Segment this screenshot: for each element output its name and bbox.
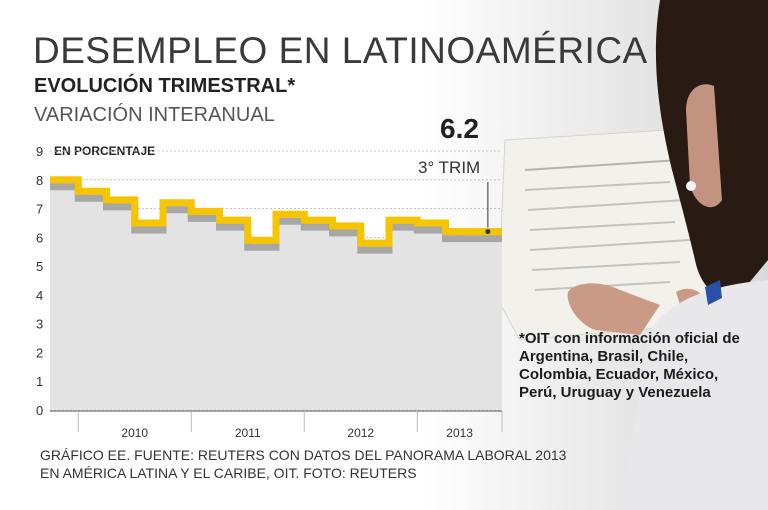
y-tick-5: 5 [36,259,43,274]
y-tick-3: 3 [36,317,43,332]
y-tick-8: 8 [36,173,43,188]
data-line-group [50,176,502,247]
chart-subtitle-variation: VARIACIÓN INTERANUAL [34,104,275,126]
person [620,0,768,510]
callout [485,182,491,235]
x-tick-2010: 2010 [121,426,148,440]
x-tick-2013: 2013 [446,426,473,440]
x-tick-2012: 2012 [347,426,374,440]
y-tick-0: 0 [36,403,43,418]
y-tick-4: 4 [36,288,43,303]
y-tick-7: 7 [36,202,43,217]
callout-quarter-label: 3° TRIM [418,158,481,177]
y-tick-6: 6 [36,230,43,245]
footnote: *OIT con información oficial de Argentin… [519,330,740,401]
y-tick-1: 1 [36,374,43,389]
axis-ticks: 0 1 2 3 4 5 6 7 8 9 2010 2011 2012 2013 [36,144,473,440]
y-axis-unit-label: EN PORCENTAJE [54,144,156,158]
chart-subtitle: EVOLUCIÓN TRIMESTRAL* [34,75,296,97]
y-tick-9: 9 [36,144,43,159]
chart-title: DESEMPLEO EN LATINOAMÉRICA [33,30,648,71]
source-credit: GRÁFICO EE. FUENTE: REUTERS CON DATOS DE… [40,447,567,481]
callout-marker [485,229,491,235]
x-tick-2011: 2011 [235,426,261,440]
y-tick-2: 2 [36,345,43,360]
callout-value: 6.2 [440,113,479,144]
series-line-desempleo [50,176,502,247]
